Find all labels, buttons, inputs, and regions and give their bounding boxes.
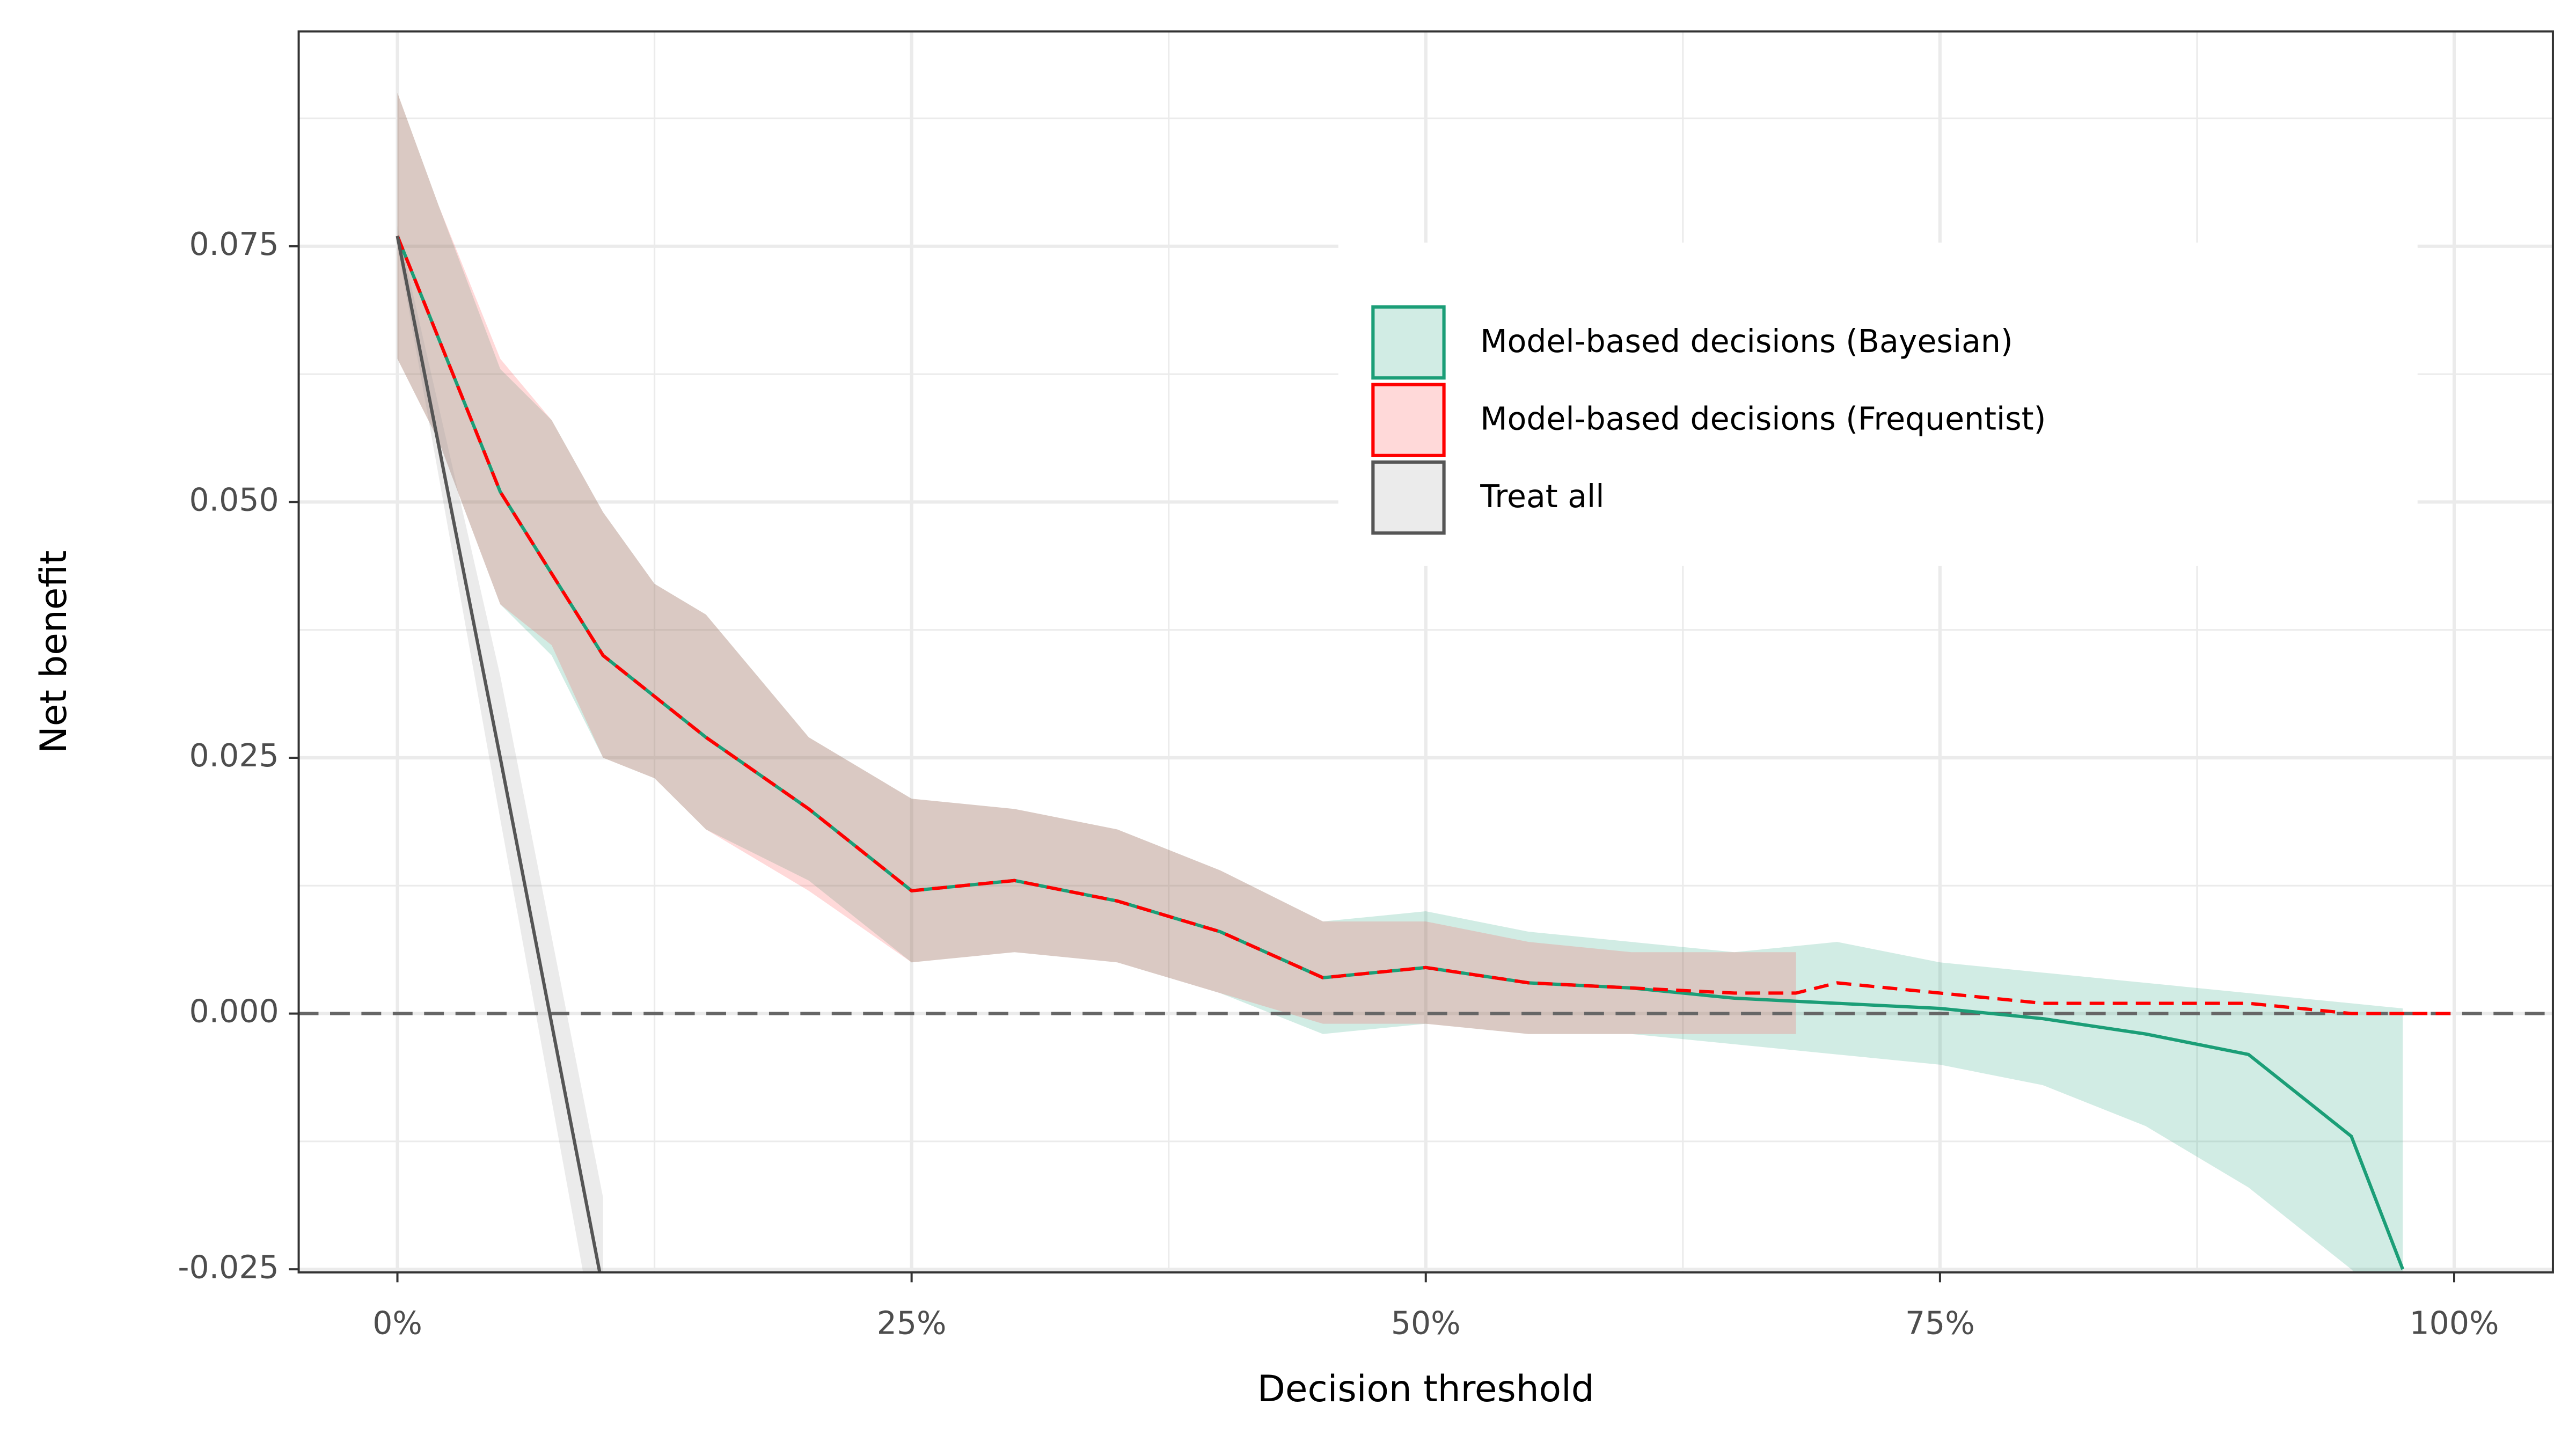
x-tick-label: 100% [2410, 1305, 2499, 1341]
y-tick-label: -0.025 [178, 1249, 279, 1285]
y-axis-title: Net benefit [32, 551, 75, 753]
confidence-band [397, 92, 2403, 1272]
y-tick-label: 0.025 [189, 737, 279, 774]
legend-swatch [1371, 383, 1446, 457]
y-tick-label: 0.050 [189, 482, 279, 518]
y-tick-label: 0.000 [189, 993, 279, 1030]
confidence-band [397, 92, 1796, 1034]
confidence-band [397, 225, 603, 1272]
x-tick-label: 50% [1391, 1305, 1461, 1341]
x-tick-label: 25% [877, 1305, 947, 1341]
legend-box [1338, 243, 2418, 566]
legend-label: Model-based decisions (Frequentist) [1480, 400, 2046, 437]
legend-label: Model-based decisions (Bayesian) [1480, 323, 2012, 360]
series-line [396, 235, 2455, 1015]
legend-swatch [1371, 305, 1446, 380]
x-tick-label: 0% [372, 1305, 422, 1341]
axes: 0% 25% 50% 75% 100% -0.025 0.025 0.000 0.050 0.07… [178, 226, 2499, 1341]
x-axis-title: Decision threshold [1257, 1367, 1594, 1410]
x-tick-label: 75% [1905, 1305, 1975, 1341]
y-tick-label: 0.075 [189, 226, 279, 262]
legend-label: Treat all [1480, 478, 1604, 515]
legend-swatch [1371, 460, 1446, 535]
legend: Model-based decisions (Bayesian) Model-ba… [1338, 243, 2418, 566]
series-line [396, 236, 602, 1272]
plot-area [298, 92, 2553, 1272]
